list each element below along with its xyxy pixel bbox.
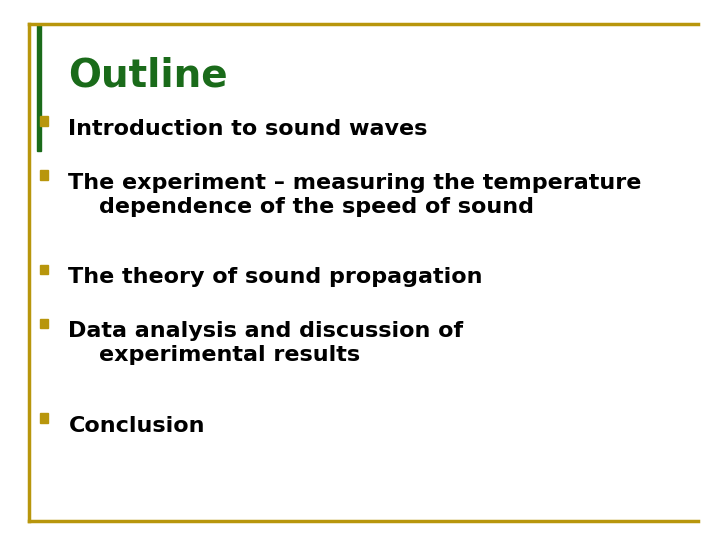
Bar xyxy=(37,24,41,151)
Bar xyxy=(40,413,48,423)
Text: Outline: Outline xyxy=(68,57,228,94)
Bar xyxy=(40,116,48,126)
Text: Data analysis and discussion of
    experimental results: Data analysis and discussion of experime… xyxy=(68,321,464,365)
Text: Introduction to sound waves: Introduction to sound waves xyxy=(68,119,428,139)
Bar xyxy=(40,319,48,328)
Text: The experiment – measuring the temperature
    dependence of the speed of sound: The experiment – measuring the temperatu… xyxy=(68,173,642,217)
Text: The theory of sound propagation: The theory of sound propagation xyxy=(68,267,483,287)
Bar xyxy=(40,265,48,274)
Bar xyxy=(40,170,48,180)
Text: Conclusion: Conclusion xyxy=(68,416,205,436)
